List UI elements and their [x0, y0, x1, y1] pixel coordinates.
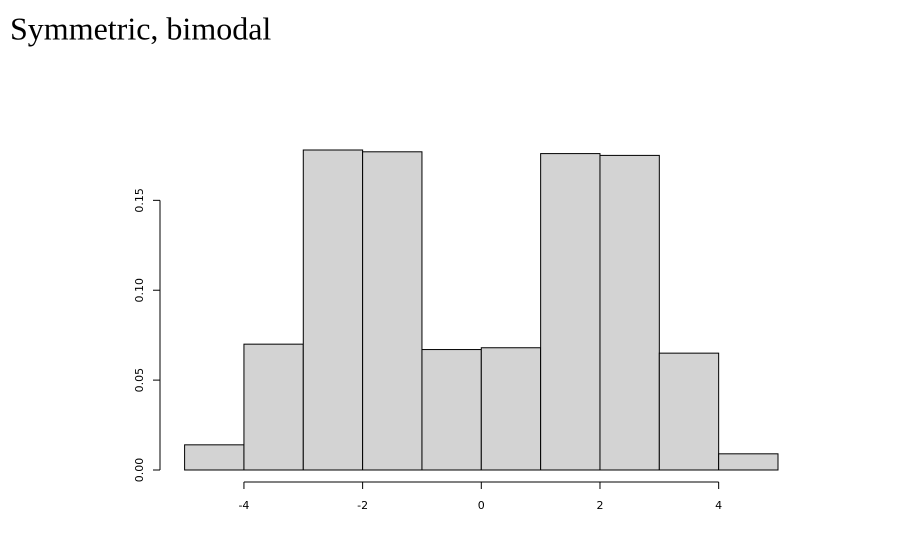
- bar: [421, 349, 482, 471]
- bar: [480, 347, 542, 471]
- y-tick-label: 0.15: [133, 188, 146, 213]
- bar: [302, 149, 364, 471]
- x-tick-label: 4: [715, 499, 722, 512]
- bar: [718, 453, 779, 471]
- bar: [599, 154, 660, 471]
- y-tick-label: 0.00: [133, 458, 146, 483]
- x-tick-label: 2: [596, 499, 603, 512]
- x-tick-label: -4: [238, 499, 249, 512]
- x-tick-label: 0: [478, 499, 485, 512]
- chart-title: Symmetric, bimodal: [10, 10, 271, 46]
- bar: [184, 444, 245, 471]
- bar: [362, 151, 423, 471]
- bar: [658, 352, 720, 471]
- y-tick-label: 0.05: [133, 368, 146, 393]
- bar: [540, 153, 601, 471]
- x-tick-label: -2: [357, 499, 368, 512]
- y-tick-label: 0.10: [133, 278, 146, 303]
- bar: [243, 343, 304, 471]
